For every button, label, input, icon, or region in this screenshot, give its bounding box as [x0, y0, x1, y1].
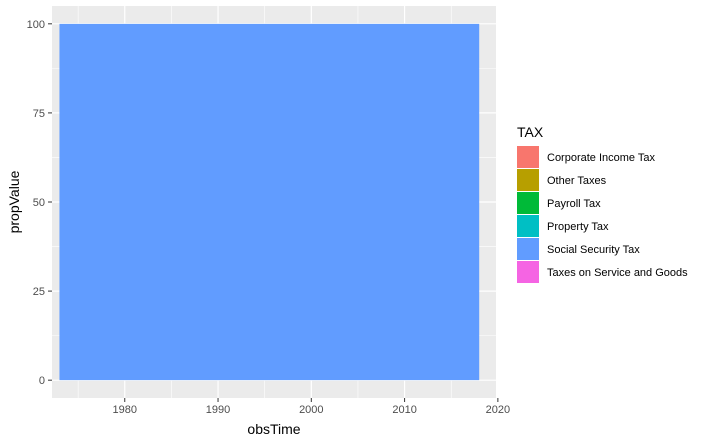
- x-tick-label: 2000: [299, 404, 323, 416]
- x-tick-label: 2020: [486, 404, 510, 416]
- x-axis-title: obsTime: [247, 421, 300, 437]
- y-tick-label: 50: [33, 197, 45, 209]
- y-tick-label: 100: [27, 19, 45, 31]
- legend-label: Payroll Tax: [547, 198, 601, 210]
- x-tick-label: 1980: [113, 404, 137, 416]
- legend-key: [517, 146, 539, 168]
- legend-key: [517, 169, 539, 191]
- legend-title: TAX: [517, 124, 544, 140]
- legend-key: [517, 261, 539, 283]
- legend-key: [517, 215, 539, 237]
- area-layer: [59, 23, 480, 381]
- y-tick-label: 75: [33, 108, 45, 120]
- legend-label: Taxes on Service and Goods: [547, 267, 688, 279]
- y-axis-title: propValue: [6, 170, 22, 233]
- y-tick-label: 0: [39, 375, 45, 387]
- y-tick-label: 25: [33, 286, 45, 298]
- legend-label: Social Security Tax: [547, 244, 640, 256]
- y-axis: 0 25 50 75 100: [27, 19, 52, 387]
- legend-key: [517, 238, 539, 260]
- x-tick-label: 2010: [392, 404, 416, 416]
- legend-key: [517, 192, 539, 214]
- legend-label: Other Taxes: [547, 175, 607, 187]
- legend-label: Property Tax: [547, 221, 609, 233]
- x-tick-label: 1990: [206, 404, 230, 416]
- legend: TAX Corporate Income Tax Other Taxes Payro…: [517, 124, 688, 283]
- area-series-social-security-tax: [59, 23, 480, 381]
- x-axis: 1980 1990 2000 2010 2020: [113, 398, 510, 416]
- legend-label: Corporate Income Tax: [547, 152, 656, 164]
